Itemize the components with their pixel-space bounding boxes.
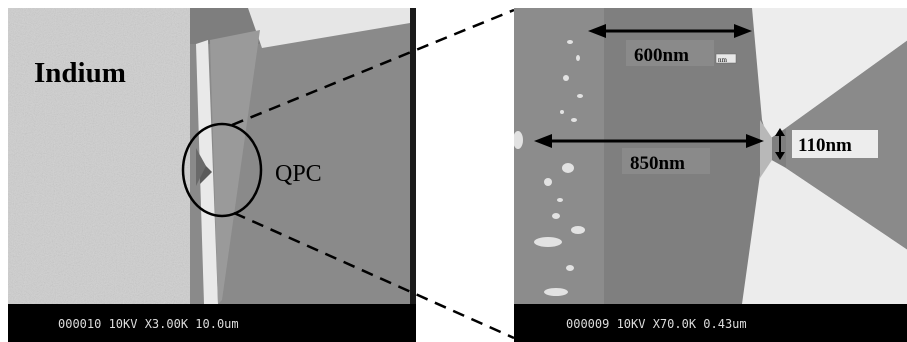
right-info-bar (514, 304, 907, 342)
gate-lower (742, 158, 907, 304)
top-bright-flake (248, 8, 416, 48)
tag-nm: nm (718, 56, 728, 64)
label-110nm: 110nm (798, 135, 852, 156)
left-sem-panel (8, 8, 416, 304)
gate-upper (752, 8, 907, 140)
right-info-text: 000009 10KV X70.0K 0.43um (566, 317, 747, 331)
indium-label: Indium (34, 57, 126, 89)
left-info-text: 000010 10KV X3.00K 10.0um (58, 317, 239, 331)
label-850nm: 850nm (630, 153, 685, 174)
qpc-circle (181, 122, 263, 218)
label-600nm: 600nm (634, 45, 689, 66)
debris-speckles (514, 40, 585, 296)
qpc-label: QPC (275, 161, 322, 187)
zoom-line-top (231, 8, 515, 127)
zoom-line-bottom (233, 211, 515, 340)
left-info-bar (8, 304, 416, 342)
